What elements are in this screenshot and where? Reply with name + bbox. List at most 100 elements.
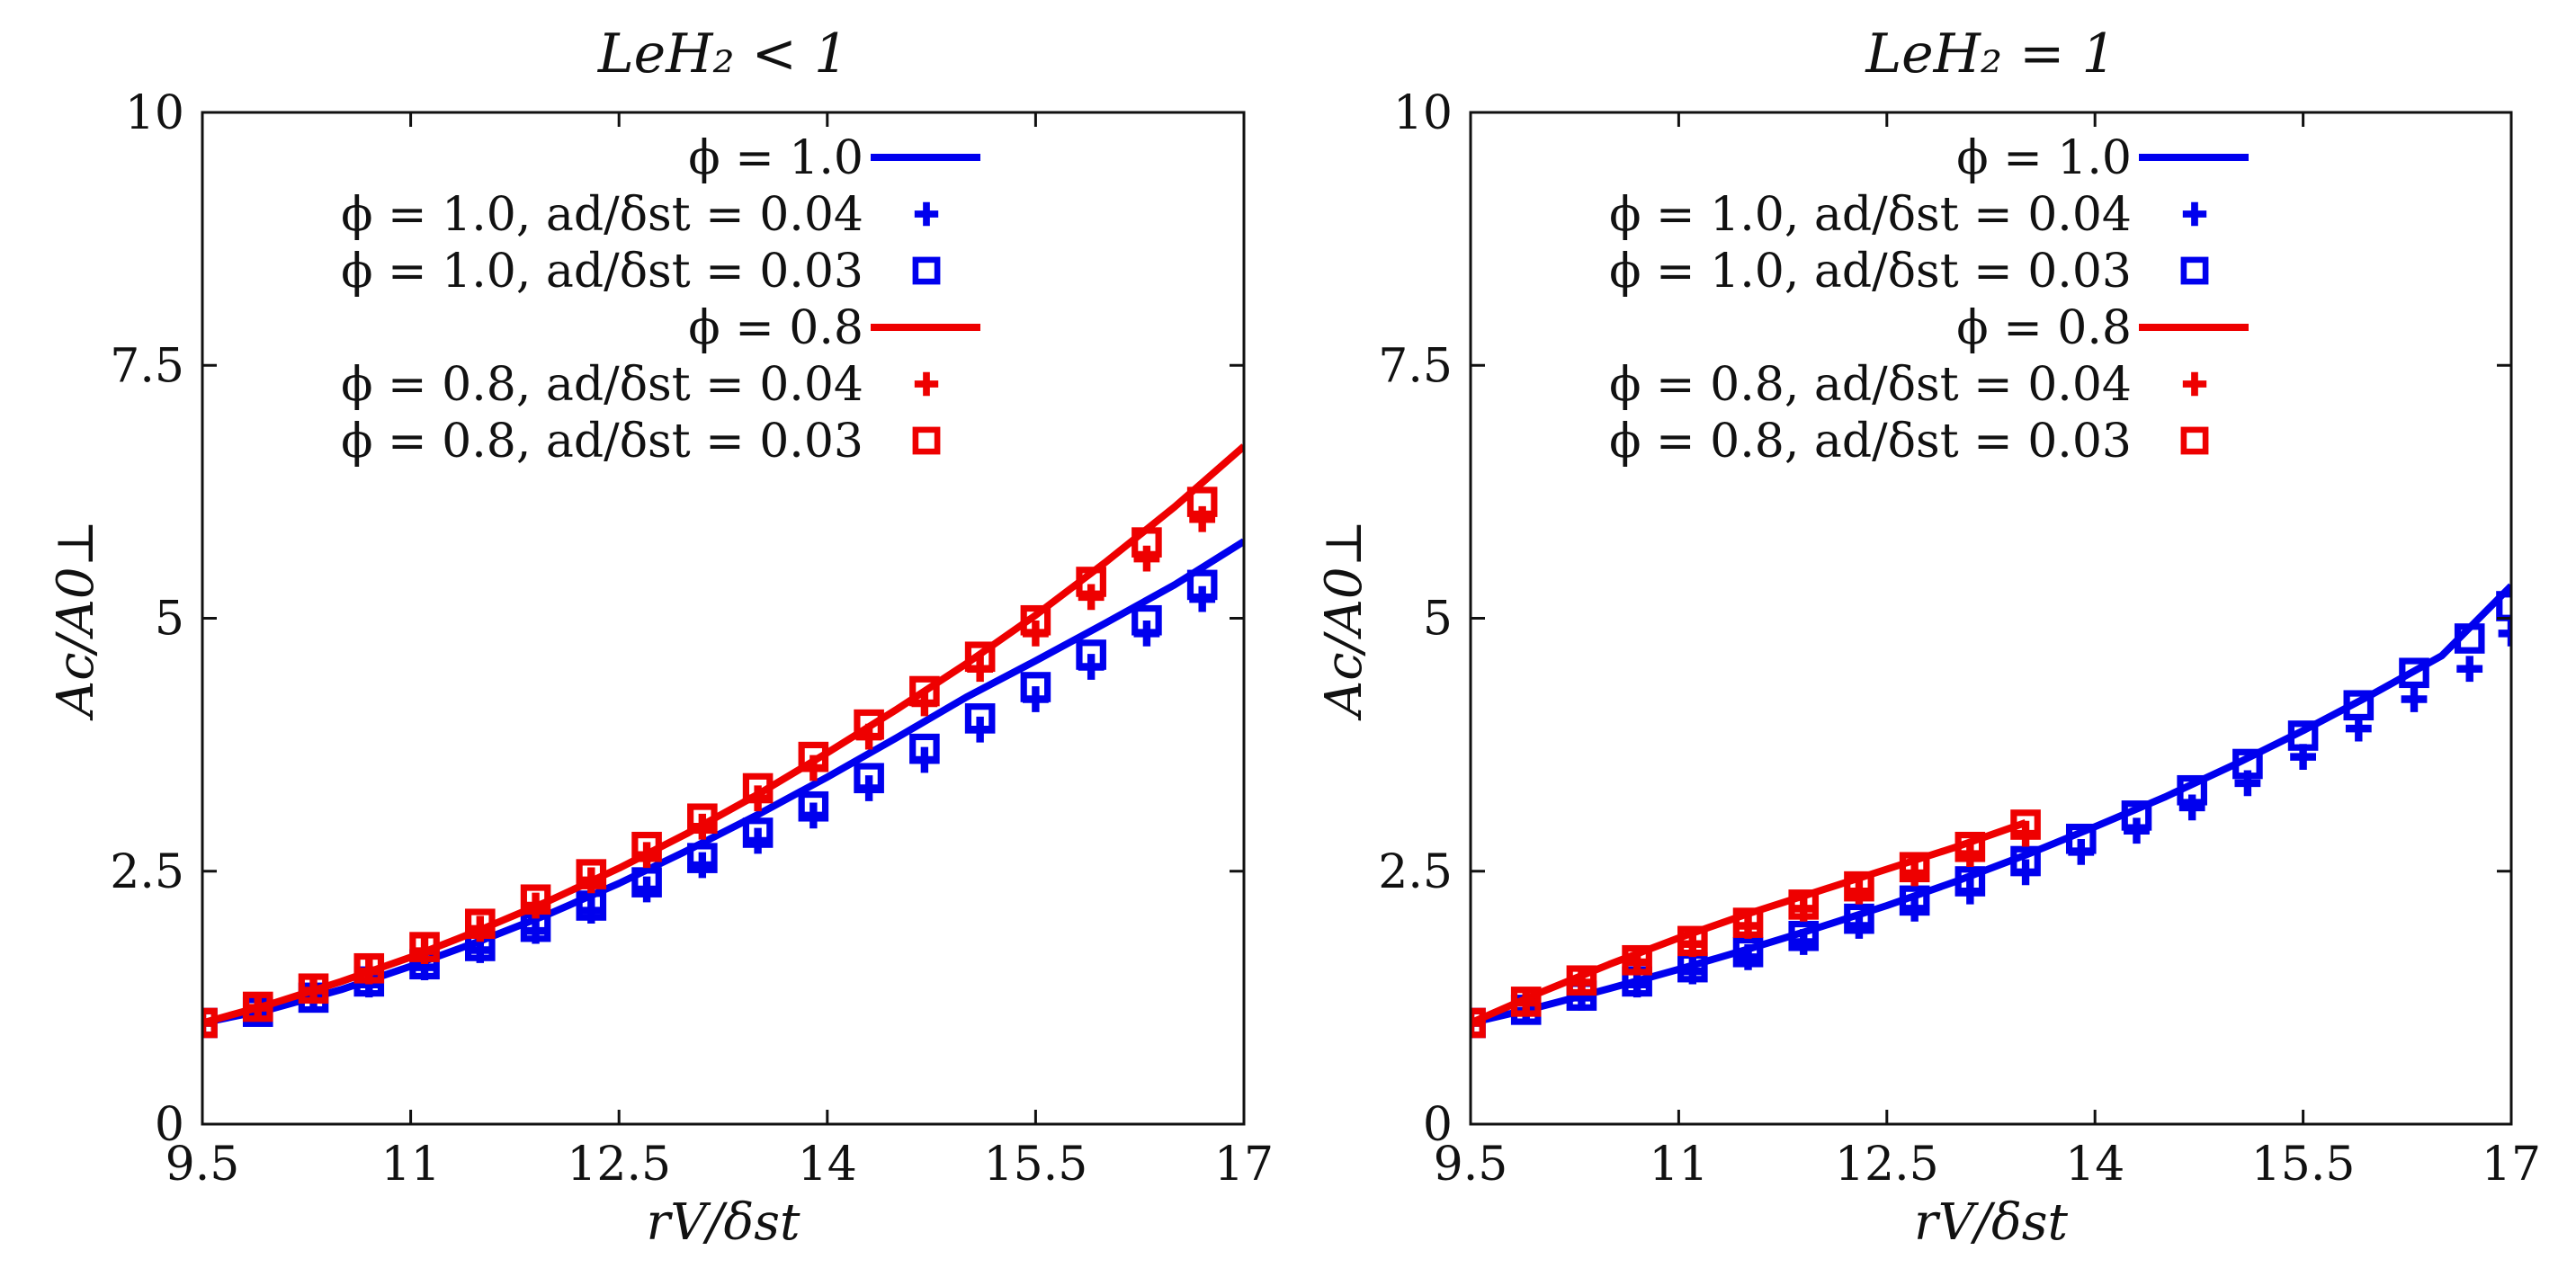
data-point-1-13 (2178, 794, 2205, 821)
data-point-5-17 (1131, 527, 1162, 558)
y-axis-label: Ac/A0⊥ (1315, 520, 1373, 721)
right-panel: LeH₂ = 1 9.5 11 12.5 14 15.5 17 0 2.5 5 7.5 10 rV/δs… (1315, 22, 2541, 1252)
data-point-2-17 (1131, 604, 1162, 636)
data-point-2-7 (1844, 903, 1874, 934)
data-point-4-0 (1471, 1010, 1484, 1036)
legend-label-0: ϕ = 1.0 (688, 131, 863, 185)
data-point-5-8 (1899, 852, 1930, 883)
y-tick-label-4: 10 (125, 86, 184, 140)
x-tick-label-3: 14 (2065, 1138, 2124, 1192)
data-point-2-10 (2010, 845, 2041, 877)
x-axis-label: rV/δst (646, 1193, 801, 1252)
data-point-4-16 (1078, 584, 1105, 611)
data-point-2-13 (2177, 774, 2207, 806)
plot-area (1471, 583, 2511, 1039)
data-point-5-3 (1622, 944, 1652, 976)
data-point-5-11 (798, 741, 829, 772)
data-point-2-5 (1732, 936, 1764, 968)
data-point-5-10 (742, 772, 774, 804)
y-tick-label-1: 2.5 (1378, 845, 1453, 899)
y-tick-label-0: 0 (1423, 1098, 1453, 1152)
data-point-1-12 (2124, 817, 2150, 844)
data-point-2-13 (909, 733, 940, 764)
data-point-2-19 (2496, 591, 2511, 621)
legend-label-2: ϕ = 1.0, ad/δst = 0.03 (341, 245, 863, 299)
data-point-5-14 (964, 641, 996, 673)
data-point-5-5 (1732, 907, 1764, 938)
data-point-2-14 (2232, 748, 2263, 780)
series-line-0 (1471, 583, 2511, 1027)
y-axis-label: Ac/A0⊥ (47, 520, 105, 721)
data-point-5-5 (464, 908, 496, 940)
data-point-5-15 (1020, 604, 1051, 636)
data-point-2-12 (2121, 800, 2152, 831)
x-tick-label-4: 15.5 (984, 1138, 1088, 1192)
legend-marker-5 (2180, 426, 2209, 455)
x-axis-label: rV/δst (1914, 1193, 2069, 1252)
plot-area (202, 443, 1244, 1039)
data-point-2-7 (576, 890, 607, 921)
data-point-5-13 (909, 675, 940, 707)
data-point-2-10 (742, 817, 774, 848)
series-line-3 (202, 443, 1244, 1027)
legend-label-0: ϕ = 1.0 (1956, 131, 2132, 185)
data-point-5-9 (687, 803, 718, 835)
data-point-1-18 (2456, 656, 2483, 683)
y-tick-label-3: 7.5 (110, 339, 184, 393)
data-point-5-1 (242, 991, 273, 1023)
x-tick-label-5: 17 (2482, 1138, 2541, 1192)
data-point-5-3 (353, 952, 385, 984)
data-point-5-12 (854, 709, 884, 740)
data-point-2-9 (1954, 866, 1986, 897)
x-tick-label-2: 12.5 (567, 1138, 671, 1192)
data-point-1-17 (2401, 686, 2428, 712)
legend-label-5: ϕ = 0.8, ad/δst = 0.03 (341, 415, 863, 469)
legend: ϕ = 1.0ϕ = 1.0, ad/δst = 0.04ϕ = 1.0, ad… (341, 131, 980, 469)
chart-title: LeH₂ < 1 (597, 22, 848, 85)
data-point-5-16 (1076, 567, 1106, 597)
legend-label-3: ϕ = 0.8 (688, 301, 863, 355)
y-tick-label-4: 10 (1393, 86, 1453, 140)
data-point-2-18 (1186, 569, 1218, 601)
legend-marker-4 (2182, 371, 2207, 397)
data-point-5-6 (1788, 889, 1820, 920)
data-point-5-2 (298, 973, 329, 1005)
series-line-0 (202, 538, 1244, 1027)
data-point-5-8 (631, 831, 662, 862)
legend-label-5: ϕ = 0.8, ad/δst = 0.03 (1609, 415, 2132, 469)
legend: ϕ = 1.0ϕ = 1.0, ad/δst = 0.04ϕ = 1.0, ad… (1609, 131, 2249, 469)
data-point-2-14 (964, 703, 996, 734)
legend-label-1: ϕ = 1.0, ad/δst = 0.04 (1609, 188, 2132, 242)
legend-label-1: ϕ = 1.0, ad/δst = 0.04 (341, 188, 863, 242)
legend-marker-4 (914, 371, 939, 397)
data-point-5-6 (520, 884, 551, 915)
data-point-2-15 (2287, 720, 2319, 751)
x-tick-label-1: 11 (1649, 1138, 1708, 1192)
data-point-5-9 (1954, 831, 1986, 862)
data-point-5-7 (576, 859, 607, 889)
data-point-2-6 (1788, 920, 1820, 951)
data-point-5-4 (1677, 925, 1708, 957)
data-point-5-4 (409, 932, 440, 962)
data-point-2-17 (2399, 657, 2429, 689)
data-point-2-8 (631, 867, 662, 898)
legend-label-4: ϕ = 0.8, ad/δst = 0.04 (1609, 358, 2132, 412)
data-point-5-10 (2010, 809, 2041, 840)
data-point-1-19 (2498, 620, 2511, 647)
data-point-2-18 (2454, 623, 2485, 654)
data-point-5-1 (1510, 987, 1542, 1017)
data-point-2-15 (1020, 672, 1051, 702)
data-point-2-12 (854, 763, 884, 794)
y-tick-label-2: 5 (1423, 593, 1453, 647)
legend-label-2: ϕ = 1.0, ad/δst = 0.03 (1609, 245, 2132, 299)
y-tick-label-2: 5 (155, 593, 184, 647)
data-point-2-9 (687, 843, 718, 873)
legend-label-4: ϕ = 0.8, ad/δst = 0.04 (341, 358, 863, 412)
x-tick-label-0: 9.5 (165, 1138, 240, 1192)
data-point-4-17 (1133, 545, 1160, 572)
x-tick-label-5: 17 (1214, 1138, 1274, 1192)
legend-marker-1 (2182, 201, 2207, 227)
y-tick-label-1: 2.5 (110, 845, 184, 899)
data-point-2-16 (2343, 690, 2375, 721)
